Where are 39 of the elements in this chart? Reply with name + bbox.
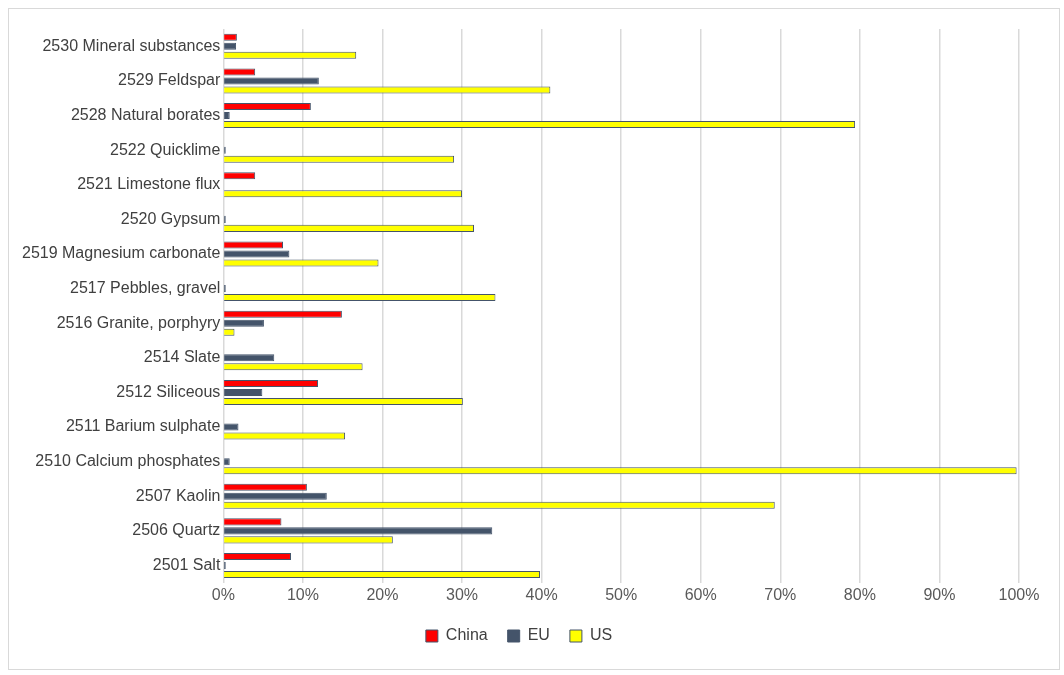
bar [224,77,319,85]
legend-label: China [445,626,488,644]
bar [224,527,493,535]
y-tick-label: 2516 Granite, porphyry [56,313,221,331]
y-tick-label: 2528 Natural borates [70,105,221,123]
x-tick-label: 80% [843,585,876,603]
x-tick-label: 10% [286,585,319,603]
bar [224,388,263,396]
x-tick-label: 90% [923,585,956,603]
x-tick-label: 40% [525,585,558,603]
bar [224,42,237,50]
y-tick-label: 2522 Quicklime [110,140,221,158]
x-tick-label: 70% [764,585,797,603]
x-tick-label: 0% [211,585,235,603]
bar [224,492,327,500]
y-tick-label: 2507 Kaolin [135,486,221,504]
y-tick-label: 2501 Salt [152,555,221,573]
x-tick-label: 20% [366,585,399,603]
y-tick-label: 2530 Mineral substances [42,36,221,54]
x-tick-label: 100% [998,585,1040,603]
x-tick-label: 60% [684,585,717,603]
x-tick-label: 50% [605,585,638,603]
y-tick-label: 2514 Slate [143,348,221,366]
y-tick-label: 2510 Calcium phosphates [35,452,221,470]
y-tick-label: 2520 Gypsum [120,209,221,227]
y-tick-label: 2517 Pebbles, gravel [70,279,221,296]
legend-label: EU [527,626,550,644]
y-tick-label: 2521 Limestone flux [77,175,221,193]
legend-label: US [589,626,613,644]
y-tick-label: 2511 Barium sulphate [65,417,221,435]
y-tick-label: 2506 Quartz [132,521,221,539]
bar [224,319,264,327]
y-tick-label: 2512 Siliceous [116,382,221,400]
y-tick-label: 2529 Feldspar [118,71,222,89]
bar [224,250,290,258]
bar [224,354,275,362]
bar [224,423,239,431]
x-tick-label: 30% [446,585,479,603]
y-tick-label: 2519 Magnesium carbonate [21,244,221,262]
